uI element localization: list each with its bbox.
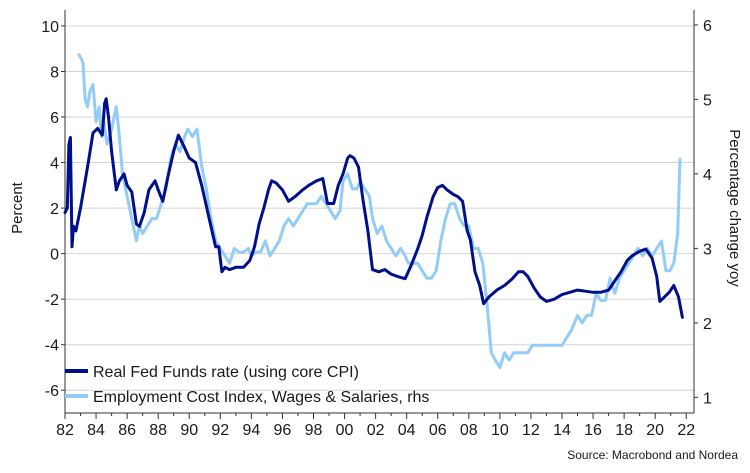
series-line-eci xyxy=(77,53,682,370)
x-tick-label: 08 xyxy=(460,422,478,439)
x-tick-label: 04 xyxy=(398,422,416,439)
y2-tick-label: 6 xyxy=(703,18,712,35)
series-lines xyxy=(63,53,684,370)
x-tick-label: 84 xyxy=(87,422,105,439)
x-tick-label: 18 xyxy=(615,422,633,439)
y-tick-label: -6 xyxy=(45,383,59,400)
y-tick-label: 10 xyxy=(41,19,59,36)
y2-tick-label: 1 xyxy=(703,390,712,407)
x-tick-label: 82 xyxy=(56,422,74,439)
x-tick-label: 92 xyxy=(211,422,229,439)
y2-tick-label: 5 xyxy=(703,92,712,109)
x-tick-label: 98 xyxy=(305,422,323,439)
y-axis-left-title: Percent xyxy=(9,181,26,234)
y-tick-label: 4 xyxy=(50,156,59,173)
legend: Real Fed Funds rate (using core CPI) Emp… xyxy=(65,364,429,406)
source-note: Source: Macrobond and Nordea xyxy=(567,448,738,462)
x-tick-label: 86 xyxy=(118,422,136,439)
y-tick-label: -2 xyxy=(45,292,59,309)
x-tick-label: 20 xyxy=(646,422,664,439)
x-tick-label: 14 xyxy=(553,422,571,439)
y2-tick-label: 2 xyxy=(703,316,712,333)
x-tick-label: 22 xyxy=(677,422,695,439)
x-axis-ticks: 82 84 86 88 90 92 94 96 98 00 02 04 06 08 10 12 14 16 18 20… xyxy=(56,413,695,439)
x-tick-label: 06 xyxy=(429,422,447,439)
y2-tick-label: 3 xyxy=(703,241,712,258)
x-tick-label: 12 xyxy=(522,422,540,439)
x-tick-label: 10 xyxy=(491,422,509,439)
x-tick-label: 96 xyxy=(274,422,292,439)
x-tick-label: 90 xyxy=(180,422,198,439)
x-tick-label: 94 xyxy=(242,422,260,439)
y-tick-label: 2 xyxy=(50,201,59,218)
y-tick-label: 8 xyxy=(50,64,59,81)
x-tick-label: 16 xyxy=(584,422,602,439)
x-tick-label: 00 xyxy=(336,422,354,439)
y-axis-right-ticks: 1 2 3 4 5 6 xyxy=(694,18,712,407)
y-tick-label: -4 xyxy=(45,338,59,355)
legend-label-fed-funds: Real Fed Funds rate (using core CPI) xyxy=(93,364,359,381)
y-tick-label: 0 xyxy=(50,247,59,264)
series-line-fed-funds xyxy=(63,97,684,319)
y2-tick-label: 4 xyxy=(703,167,712,184)
y-tick-label: 6 xyxy=(50,110,59,127)
x-tick-label: 02 xyxy=(367,422,385,439)
y-axis-left-ticks: -6 -4 -2 0 2 4 6 8 10 xyxy=(41,19,65,400)
y-axis-right-title: Percentage change yoy xyxy=(726,129,743,287)
x-tick-label: 88 xyxy=(149,422,167,439)
legend-label-eci: Employment Cost Index, Wages & Salaries,… xyxy=(93,389,429,406)
